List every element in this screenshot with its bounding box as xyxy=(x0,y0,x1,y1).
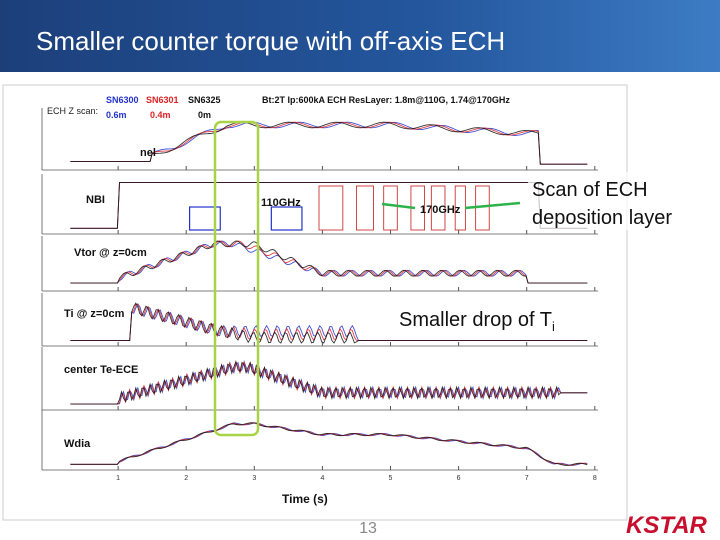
trace xyxy=(70,121,588,165)
plot-area: 1 2 3 4 5 6 7 8 xyxy=(41,108,598,482)
slide-title: Smaller counter torque with off-axis ECH xyxy=(36,26,505,56)
panel-label: center Te-ECE xyxy=(64,364,138,376)
plot-image xyxy=(2,84,628,521)
panel-label: NBI xyxy=(86,194,105,206)
panel-label: Ti @ z=0cm xyxy=(64,308,125,320)
x-tick-label: 7 xyxy=(525,475,529,482)
ech-label: 110GHz xyxy=(261,197,301,209)
shot-name: SN6325 xyxy=(188,95,221,105)
shot-name: SN6300 xyxy=(106,95,139,105)
x-tick-label: 2 xyxy=(184,475,188,482)
logo: KSTAR xyxy=(626,512,708,539)
arrow xyxy=(381,202,416,210)
x-tick-label: 5 xyxy=(389,475,393,482)
highlight-box xyxy=(213,120,260,437)
annotation: Scan of ECH xyxy=(532,179,648,201)
panel-label: Wdia xyxy=(64,438,91,450)
trace xyxy=(70,240,588,284)
shot-position: 0m xyxy=(198,110,211,120)
x-tick-label: 3 xyxy=(252,475,256,482)
ech-label: 170GHz xyxy=(420,204,461,216)
ech-pulse xyxy=(430,185,446,231)
conditions: Bt:2T Ip:600kA ECH ResLayer: 1.8m@110G, … xyxy=(262,95,510,105)
ech-pulse xyxy=(189,206,221,231)
trace xyxy=(70,240,588,284)
shot-name: SN6301 xyxy=(146,95,179,105)
trace xyxy=(70,121,588,165)
x-tick-label: 8 xyxy=(593,475,597,482)
arrow xyxy=(464,201,521,210)
page-number: 13 xyxy=(359,520,377,537)
header-bar xyxy=(0,0,720,72)
trace xyxy=(70,302,588,344)
annotation: Smaller drop of Ti xyxy=(399,309,555,334)
panel-label: nel xyxy=(140,147,156,159)
panel-label: Vtor @ z=0cm xyxy=(74,247,147,259)
annotation-bg xyxy=(528,172,714,230)
ech-pulse xyxy=(356,185,374,231)
x-tick-label: 1 xyxy=(116,475,120,482)
annotation: deposition layer xyxy=(532,207,672,229)
trace xyxy=(70,181,588,229)
ech-pulse xyxy=(383,185,398,231)
annotation-text: Smaller drop of T xyxy=(399,309,552,331)
trace xyxy=(70,360,588,405)
scan-label: ECH Z scan: xyxy=(47,106,98,116)
trace xyxy=(70,121,588,165)
x-tick-label: 4 xyxy=(320,475,324,482)
x-axis-label: Time (s) xyxy=(282,492,328,506)
ech-pulse xyxy=(270,206,303,231)
x-tick-label: 6 xyxy=(457,475,461,482)
ech-pulse xyxy=(318,185,344,231)
shot-position: 0.6m xyxy=(106,110,127,120)
trace xyxy=(70,422,588,466)
annotation-subscript: i xyxy=(552,319,555,334)
shot-position: 0.4m xyxy=(150,110,171,120)
